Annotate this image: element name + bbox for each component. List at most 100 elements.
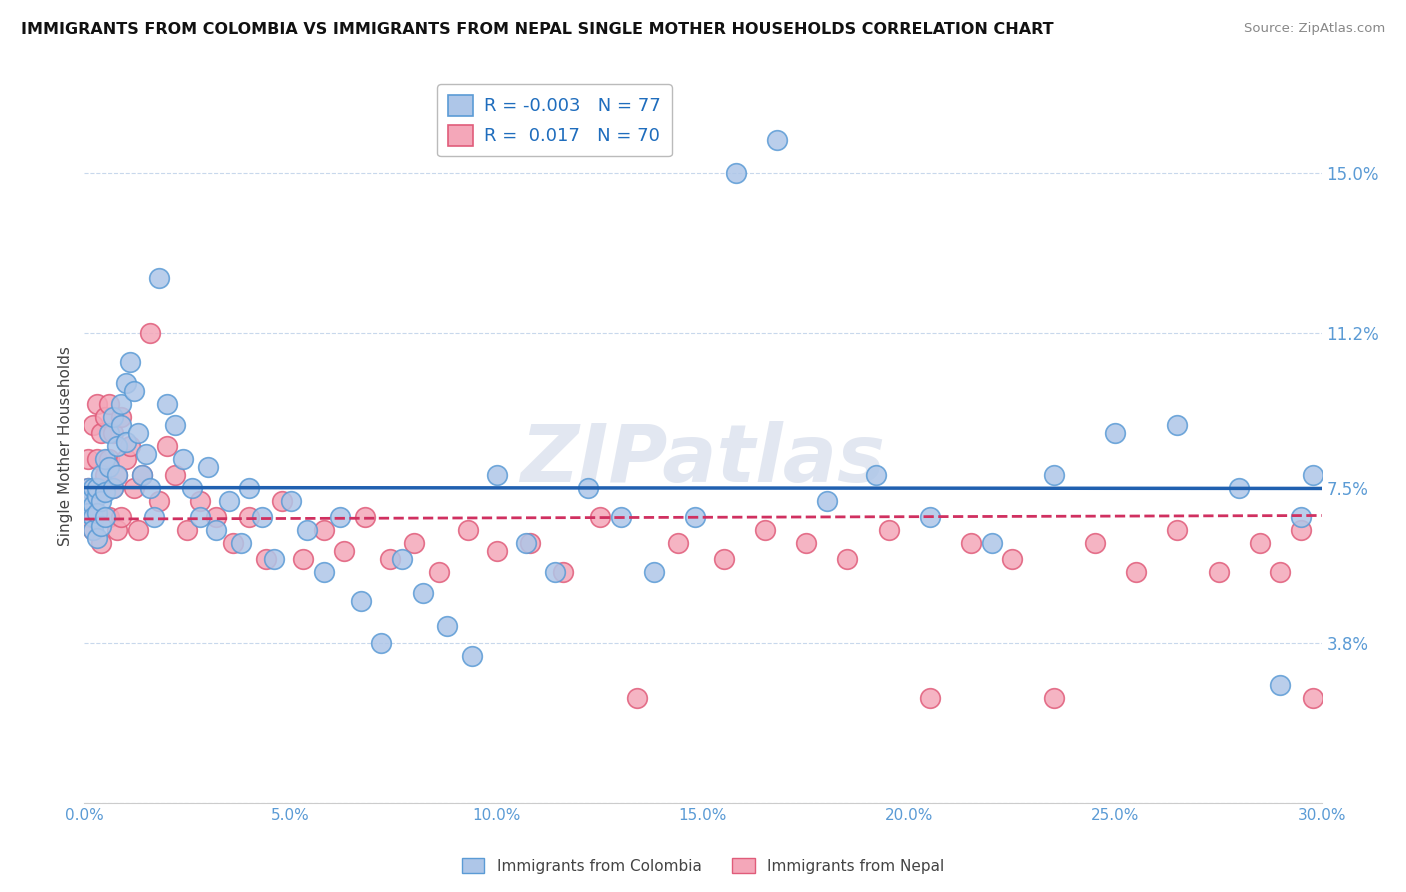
Point xyxy=(391,552,413,566)
Point xyxy=(86,451,108,466)
Point xyxy=(127,523,149,537)
Point xyxy=(754,523,776,537)
Point xyxy=(77,506,100,520)
Point xyxy=(131,468,153,483)
Point xyxy=(713,552,735,566)
Point xyxy=(238,510,260,524)
Point xyxy=(77,481,100,495)
Point xyxy=(280,493,302,508)
Point xyxy=(94,451,117,466)
Point xyxy=(118,355,141,369)
Point xyxy=(238,481,260,495)
Point xyxy=(110,417,132,432)
Point xyxy=(815,493,838,508)
Point xyxy=(960,535,983,549)
Point xyxy=(271,493,294,508)
Point xyxy=(103,409,125,424)
Point xyxy=(205,523,228,537)
Point xyxy=(427,565,450,579)
Point xyxy=(519,535,541,549)
Point xyxy=(461,648,484,663)
Point xyxy=(86,510,108,524)
Point xyxy=(118,439,141,453)
Point xyxy=(263,552,285,566)
Point xyxy=(82,523,104,537)
Point xyxy=(127,426,149,441)
Point xyxy=(436,619,458,633)
Point xyxy=(103,481,125,495)
Point xyxy=(980,535,1002,549)
Point xyxy=(457,523,479,537)
Point xyxy=(86,506,108,520)
Point xyxy=(370,636,392,650)
Point xyxy=(295,523,318,537)
Point xyxy=(90,468,112,483)
Point xyxy=(86,397,108,411)
Point xyxy=(1227,481,1250,495)
Point xyxy=(333,544,356,558)
Point xyxy=(105,468,128,483)
Point xyxy=(1001,552,1024,566)
Point xyxy=(188,510,211,524)
Point xyxy=(172,451,194,466)
Point xyxy=(122,384,145,399)
Point xyxy=(404,535,426,549)
Point xyxy=(918,690,941,705)
Point xyxy=(543,565,565,579)
Point xyxy=(1289,510,1312,524)
Point xyxy=(626,690,648,705)
Text: Source: ZipAtlas.com: Source: ZipAtlas.com xyxy=(1244,22,1385,36)
Point xyxy=(110,397,132,411)
Point xyxy=(98,451,121,466)
Point xyxy=(1208,565,1230,579)
Point xyxy=(551,565,574,579)
Point xyxy=(148,271,170,285)
Point xyxy=(515,535,537,549)
Point xyxy=(643,565,665,579)
Point xyxy=(82,498,104,512)
Point xyxy=(82,417,104,432)
Point xyxy=(103,481,125,495)
Point xyxy=(589,510,612,524)
Point xyxy=(114,451,136,466)
Point xyxy=(82,510,104,524)
Point xyxy=(110,510,132,524)
Point xyxy=(412,586,434,600)
Point xyxy=(291,552,314,566)
Point xyxy=(82,481,104,495)
Point xyxy=(94,409,117,424)
Point xyxy=(683,510,706,524)
Point xyxy=(312,523,335,537)
Point xyxy=(1084,535,1107,549)
Point xyxy=(1302,468,1324,483)
Point xyxy=(82,481,104,495)
Point xyxy=(103,426,125,441)
Point xyxy=(188,493,211,508)
Point xyxy=(576,481,599,495)
Point xyxy=(165,468,187,483)
Point xyxy=(485,544,508,558)
Point xyxy=(1042,468,1064,483)
Point xyxy=(1302,690,1324,705)
Point xyxy=(98,460,121,475)
Point xyxy=(794,535,817,549)
Y-axis label: Single Mother Households: Single Mother Households xyxy=(58,346,73,546)
Point xyxy=(114,376,136,390)
Point xyxy=(156,439,179,453)
Point xyxy=(1042,690,1064,705)
Point xyxy=(90,535,112,549)
Point xyxy=(143,510,166,524)
Point xyxy=(865,468,887,483)
Legend: Immigrants from Colombia, Immigrants from Nepal: Immigrants from Colombia, Immigrants fro… xyxy=(456,852,950,880)
Point xyxy=(105,439,128,453)
Text: ZIPatlas: ZIPatlas xyxy=(520,421,886,500)
Point xyxy=(94,485,117,500)
Point xyxy=(609,510,631,524)
Point xyxy=(1166,523,1188,537)
Point xyxy=(90,426,112,441)
Text: IMMIGRANTS FROM COLOMBIA VS IMMIGRANTS FROM NEPAL SINGLE MOTHER HOUSEHOLDS CORRE: IMMIGRANTS FROM COLOMBIA VS IMMIGRANTS F… xyxy=(21,22,1053,37)
Point xyxy=(1104,426,1126,441)
Point xyxy=(1270,565,1292,579)
Point xyxy=(485,468,508,483)
Point xyxy=(77,451,100,466)
